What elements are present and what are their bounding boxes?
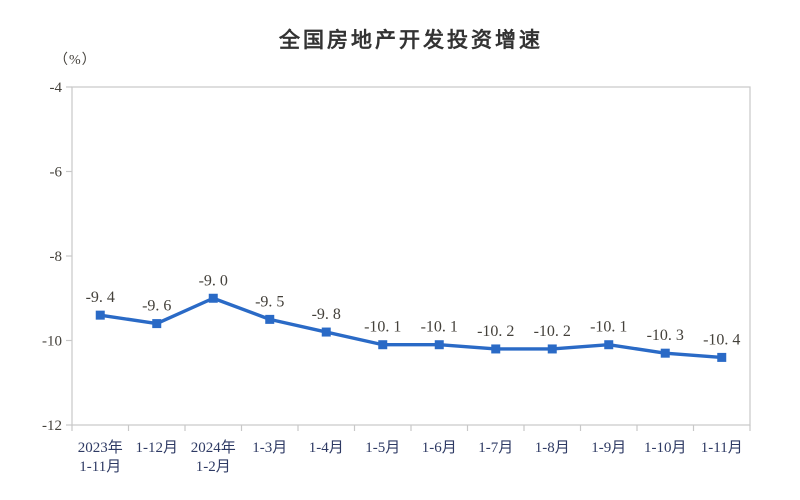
y-tick-label: -4	[50, 80, 63, 96]
x-tick-label: 1-3月	[252, 440, 287, 456]
data-label: -10. 1	[421, 319, 458, 336]
data-point-marker	[434, 340, 444, 350]
x-tick-label: 1-9月	[591, 440, 626, 456]
plot-frame	[71, 86, 751, 426]
data-label: -9. 4	[86, 289, 115, 306]
x-tick-label: 2024年 1-2月	[191, 439, 236, 475]
data-point-marker	[321, 327, 331, 337]
data-label: -10. 1	[364, 319, 401, 336]
data-line	[98, 296, 724, 360]
y-tick-label: -8	[50, 249, 63, 265]
data-label: -9. 6	[142, 298, 171, 315]
data-label: -10. 2	[534, 323, 571, 340]
x-tick-label: 1-8月	[535, 440, 570, 456]
x-tick-label: 1-11月	[701, 440, 743, 456]
data-label: -10. 1	[590, 319, 627, 336]
x-tick-label: 1-5月	[365, 440, 400, 456]
x-tick-label: 2023年 1-11月	[78, 439, 123, 475]
data-point-marker	[95, 310, 105, 320]
data-label: -9. 0	[199, 272, 228, 289]
data-point-marker	[717, 352, 727, 362]
data-label: -10. 3	[647, 327, 684, 344]
data-label: -10. 4	[703, 331, 740, 348]
x-tick-label: 1-10月	[644, 440, 687, 456]
chart-title: 全国房地产开发投资增速	[279, 29, 543, 52]
data-point-marker	[547, 344, 557, 354]
y-tick-label: -10	[42, 334, 62, 350]
y-axis-unit-label: （%）	[54, 53, 97, 68]
y-tick-label: -12	[42, 418, 62, 434]
data-point-marker	[265, 314, 275, 324]
data-label: -9. 5	[255, 293, 284, 310]
data-point-marker	[491, 344, 501, 354]
data-point-marker	[660, 348, 670, 358]
x-tick-label: 1-6月	[422, 440, 457, 456]
data-point-marker	[604, 340, 614, 350]
data-label: -9. 8	[312, 306, 341, 323]
data-point-marker	[378, 340, 388, 350]
x-tick-label: 1-7月	[478, 440, 513, 456]
data-label: -10. 2	[477, 323, 514, 340]
data-point-marker	[208, 293, 218, 303]
x-tick-label: 1-12月	[136, 440, 179, 456]
x-tick-label: 1-4月	[309, 440, 344, 456]
y-tick-label: -6	[50, 165, 63, 181]
data-point-marker	[152, 319, 162, 329]
